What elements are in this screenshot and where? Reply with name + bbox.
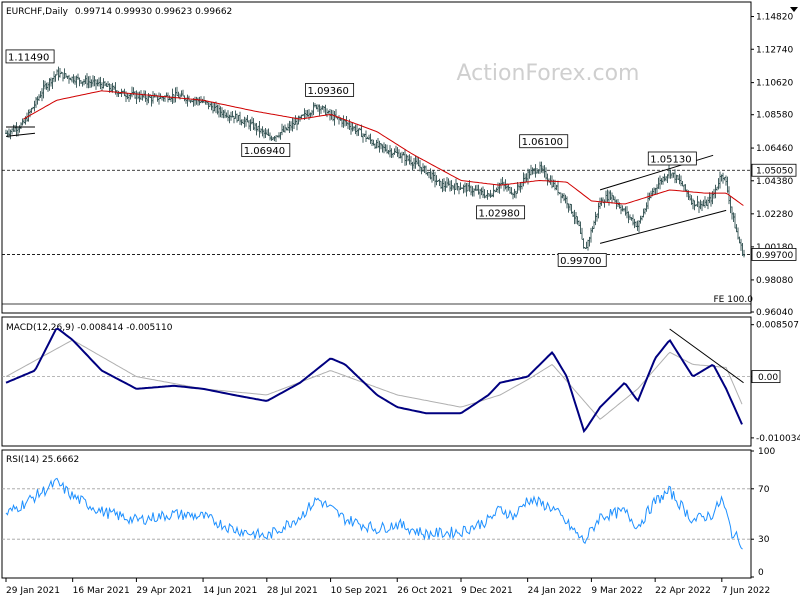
price-tick-label: 1.08580 (756, 111, 793, 121)
date-tick-label: 26 Oct 2021 (397, 586, 453, 596)
date-tick-label: 14 Jun 2021 (203, 586, 257, 596)
macd-zero-badge: 0.00 (751, 370, 781, 383)
price-badge-text: 1.05050 (756, 167, 793, 177)
annotation-text: 0.99700 (560, 256, 601, 267)
moving-average (23, 90, 744, 206)
price-tick-label: 1.02280 (756, 210, 793, 220)
macd-tick-label: -0.010034 (756, 434, 800, 444)
pane-dropdown-icon[interactable] (790, 7, 798, 12)
price-tick-label: 1.06460 (756, 144, 793, 154)
date-tick-label: 9 Mar 2022 (591, 586, 642, 596)
price-pane-frame (1, 1, 752, 314)
price-annotation: 0.99700 (557, 253, 607, 267)
price-tick-label: 0.96040 (756, 308, 793, 318)
price-annotation: 1.06940 (241, 143, 291, 157)
macd-tick-label: 0.008507 (756, 321, 799, 331)
price-badge-text: 0.99700 (756, 251, 793, 261)
date-tick-label: 16 Mar 2021 (73, 586, 130, 596)
price-axis: 1.14820 1.12740 1.10620 1.08580 1.06460 1.043… (751, 13, 797, 318)
rsi-tick-label: 30 (758, 535, 770, 545)
ohlc-bar (743, 249, 745, 258)
price-annotation: 1.05130 (647, 151, 697, 165)
annotation-text: 1.06940 (244, 146, 285, 157)
date-axis: 29 Jan 2021 16 Mar 2021 29 Apr 2021 14 Jun … (5, 578, 770, 596)
date-tick-label: 24 Jan 2022 (528, 586, 582, 596)
price-tick-label: 1.00180 (756, 243, 793, 253)
price-tick-label: 1.14820 (756, 13, 793, 23)
macd-lines (5, 327, 744, 434)
date-tick-label: 28 Jul 2021 (267, 586, 318, 596)
annotation-text: 1.05130 (650, 154, 691, 165)
price-badge: 1.05050 (751, 163, 797, 177)
price-tick-label: 1.12740 (756, 45, 793, 55)
rsi-tick-label: 0 (758, 568, 764, 578)
macd-zero-text: 0.00 (758, 373, 778, 383)
ma-line (23, 90, 744, 206)
annotation-text: 1.11490 (8, 52, 49, 63)
chart-symbol: EURCHF,Daily 0.99714 0.99930 0.99623 0.9… (6, 7, 232, 17)
price-tick-label: 1.04380 (756, 177, 793, 187)
date-tick-label: 22 Apr 2022 (655, 586, 711, 596)
date-tick-label: 9 Dec 2021 (461, 586, 513, 596)
macd-label: MACD(12,26,9) -0.008414 -0.005110 (6, 323, 173, 333)
macd-trendline (669, 328, 744, 384)
rsi-tick-label: 70 (758, 485, 770, 495)
price-bars (5, 66, 745, 258)
ohlc-label: 0.99714 0.99930 0.99623 0.99662 (75, 7, 232, 17)
price-annotation: 1.09360 (305, 83, 355, 97)
rsi-series (5, 477, 743, 550)
macd-pane-frame (1, 316, 752, 447)
channel-line-2 (599, 209, 727, 244)
macd-signal-line (5, 339, 743, 420)
annotation-text: 1.09360 (308, 86, 349, 97)
annotation-text: 1.02980 (479, 208, 520, 219)
price-annotation: 1.02980 (476, 205, 526, 219)
fib-extension-label: FE 100.0 (714, 295, 754, 305)
date-tick-label: 29 Apr 2021 (136, 586, 192, 596)
symbol-label: EURCHF,Daily (6, 7, 69, 17)
price-tick-label: 0.98080 (756, 276, 793, 286)
watermark: ActionForex.com (457, 61, 640, 86)
price-annotation: 1.11490 (5, 49, 55, 63)
rsi-label: RSI(14) 25.6662 (6, 455, 79, 465)
annotation-text: 1.06100 (522, 137, 563, 148)
price-annotations: 1.11490 1.09360 1.06940 1.06100 1.02980 1.051… (5, 49, 697, 267)
rsi-tick-label: 100 (758, 447, 775, 457)
price-horizontal-levels (2, 169, 751, 305)
rsi-line (5, 477, 743, 550)
price-tick-label: 1.10620 (756, 79, 793, 89)
price-annotation: 1.06100 (519, 134, 569, 148)
channel-line-1 (5, 132, 36, 137)
rsi-pane-frame (1, 449, 752, 579)
date-tick-label: 10 Sep 2021 (331, 586, 388, 596)
date-tick-label: 29 Jan 2021 (6, 586, 60, 596)
rsi-axis: 100 70 30 0 (751, 447, 775, 578)
date-tick-label: 7 Jun 2022 (722, 586, 770, 596)
price-badge: 0.99700 (751, 248, 797, 261)
macd-main-line (5, 327, 743, 434)
